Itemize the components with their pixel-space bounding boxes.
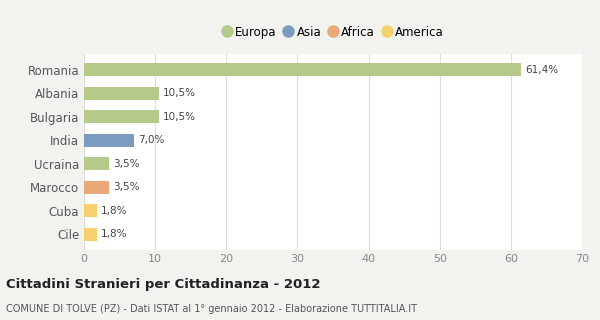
Bar bbox=[84, 204, 97, 217]
Bar bbox=[84, 63, 521, 76]
Text: 1,8%: 1,8% bbox=[101, 229, 128, 239]
Text: 3,5%: 3,5% bbox=[113, 159, 140, 169]
Bar bbox=[84, 134, 134, 147]
Bar bbox=[84, 87, 158, 100]
Legend: Europa, Asia, Africa, America: Europa, Asia, Africa, America bbox=[217, 21, 449, 44]
Bar bbox=[84, 228, 97, 241]
Text: 10,5%: 10,5% bbox=[163, 112, 196, 122]
Text: 7,0%: 7,0% bbox=[138, 135, 164, 145]
Bar bbox=[84, 181, 109, 194]
Text: Cittadini Stranieri per Cittadinanza - 2012: Cittadini Stranieri per Cittadinanza - 2… bbox=[6, 278, 320, 292]
Text: 1,8%: 1,8% bbox=[101, 206, 128, 216]
Bar bbox=[84, 110, 158, 123]
Text: COMUNE DI TOLVE (PZ) - Dati ISTAT al 1° gennaio 2012 - Elaborazione TUTTITALIA.I: COMUNE DI TOLVE (PZ) - Dati ISTAT al 1° … bbox=[6, 304, 417, 314]
Text: 61,4%: 61,4% bbox=[525, 65, 558, 75]
Bar bbox=[84, 157, 109, 170]
Text: 3,5%: 3,5% bbox=[113, 182, 140, 192]
Text: 10,5%: 10,5% bbox=[163, 88, 196, 98]
